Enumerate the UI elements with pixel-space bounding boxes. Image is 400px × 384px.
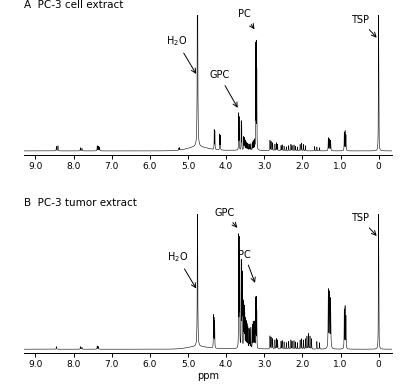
Text: PC: PC	[238, 10, 254, 28]
Text: A  PC-3 cell extract: A PC-3 cell extract	[24, 0, 123, 10]
Text: PC: PC	[238, 250, 255, 282]
Text: TSP: TSP	[351, 15, 376, 37]
Text: H$_2$O: H$_2$O	[166, 34, 196, 73]
Text: GPC: GPC	[214, 208, 237, 227]
Text: B  PC-3 tumor extract: B PC-3 tumor extract	[24, 198, 137, 208]
X-axis label: ppm: ppm	[197, 371, 219, 381]
Text: H$_2$O: H$_2$O	[167, 250, 196, 288]
Text: GPC: GPC	[209, 70, 237, 107]
Text: TSP: TSP	[351, 213, 376, 235]
